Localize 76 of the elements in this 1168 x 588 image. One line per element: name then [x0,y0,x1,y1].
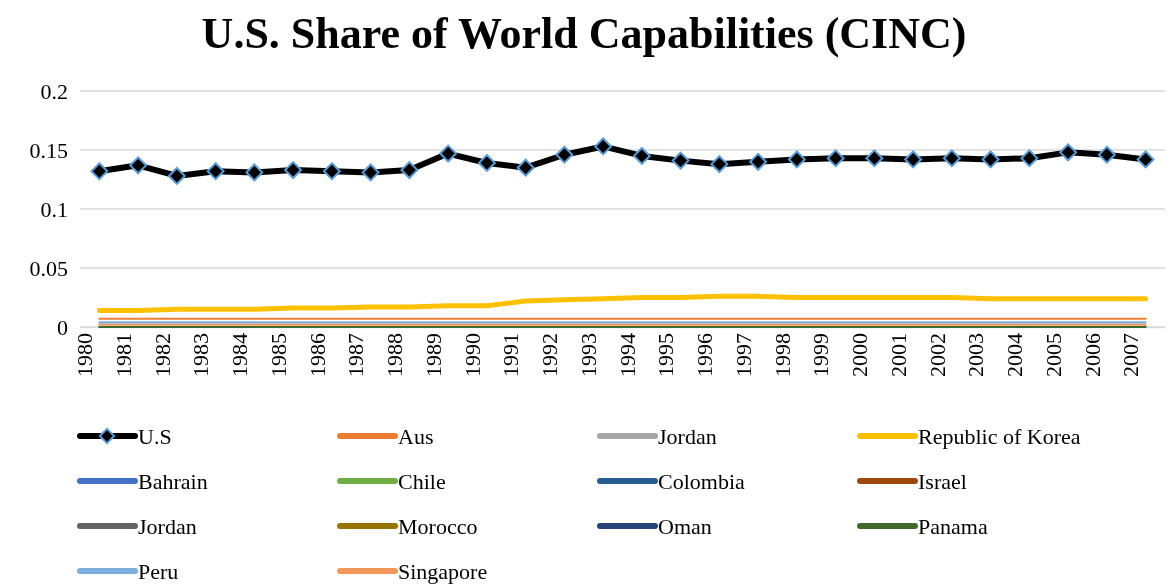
point [322,162,341,181]
x-tick-label: 1980 [72,333,98,377]
point [865,149,884,168]
point [1020,149,1039,168]
point [942,149,961,168]
x-tick-label: 1989 [420,333,446,377]
legend-label: Oman [658,514,712,539]
x-tick-label: 1981 [110,333,136,377]
point [1097,145,1116,164]
legend-label: Jordan [138,514,197,539]
point [904,150,923,169]
x-tick-label: 2005 [1040,333,1066,377]
point [439,144,458,163]
x-tick-label: 2003 [963,333,989,377]
x-tick-label: 1999 [808,333,834,377]
x-tick-label: 1992 [537,333,563,377]
point [245,163,264,182]
point [1059,143,1078,162]
legend-label: Aus [398,424,434,449]
legend-label: Colombia [658,469,746,494]
legend-label: U.S [138,424,172,449]
x-tick-label: 2007 [1118,333,1144,377]
x-tick-label: 2006 [1079,333,1105,377]
point [632,146,651,165]
y-tick-label: 0.05 [29,255,68,281]
y-tick-label: 0.15 [29,137,68,163]
x-tick-label: 2000 [847,333,873,377]
legend-label: Morocco [398,514,478,539]
x-tick-label: 1996 [692,333,718,377]
point [284,161,303,179]
x-tick-label: 1991 [498,333,524,377]
legend-label: Chile [398,469,446,494]
legend-label: Jordan [658,424,717,449]
point [555,145,574,164]
x-tick-label: 1995 [653,333,679,377]
point [749,152,768,171]
point [477,154,496,172]
point [787,150,806,169]
legend-label: Bahrain [138,469,208,494]
point [129,156,148,175]
point [981,150,1000,169]
x-tick-label: 1998 [769,333,795,377]
point [361,163,380,182]
x-tick-label: 1983 [188,333,214,377]
x-tick-label: 2002 [924,333,950,377]
x-tick-label: 1986 [304,333,330,377]
legend-label: Peru [138,559,179,584]
legend-label: Israel [918,469,967,494]
legend-label: Panama [918,514,988,539]
point [1136,150,1155,169]
y-tick-label: 0.1 [40,196,68,222]
y-tick-label: 0.2 [40,78,68,104]
x-tick-label: 2004 [1002,333,1028,377]
x-tick-label: 2001 [885,333,911,377]
legend-label: Republic of Korea [918,424,1081,449]
point [671,151,690,170]
x-tick-label: 1997 [730,333,756,377]
point [206,162,225,181]
x-tick-label: 1988 [382,333,408,377]
point [710,155,729,174]
x-tick-label: 1984 [227,333,253,377]
x-tick-label: 1982 [149,333,175,377]
x-tick-label: 1990 [459,333,485,377]
point [400,161,419,179]
x-tick-label: 1994 [614,333,640,377]
legend-label: Singapore [398,559,488,584]
chart-title: U.S. Share of World Capabilities (CINC) [201,9,967,58]
point [826,149,845,168]
x-tick-label: 1993 [575,333,601,377]
point [594,137,613,156]
x-tick-label: 1987 [343,333,369,377]
x-tick-label: 1985 [265,333,291,377]
y-tick-label: 0 [57,314,68,340]
point [516,158,535,177]
point [167,167,186,185]
point [90,162,109,181]
